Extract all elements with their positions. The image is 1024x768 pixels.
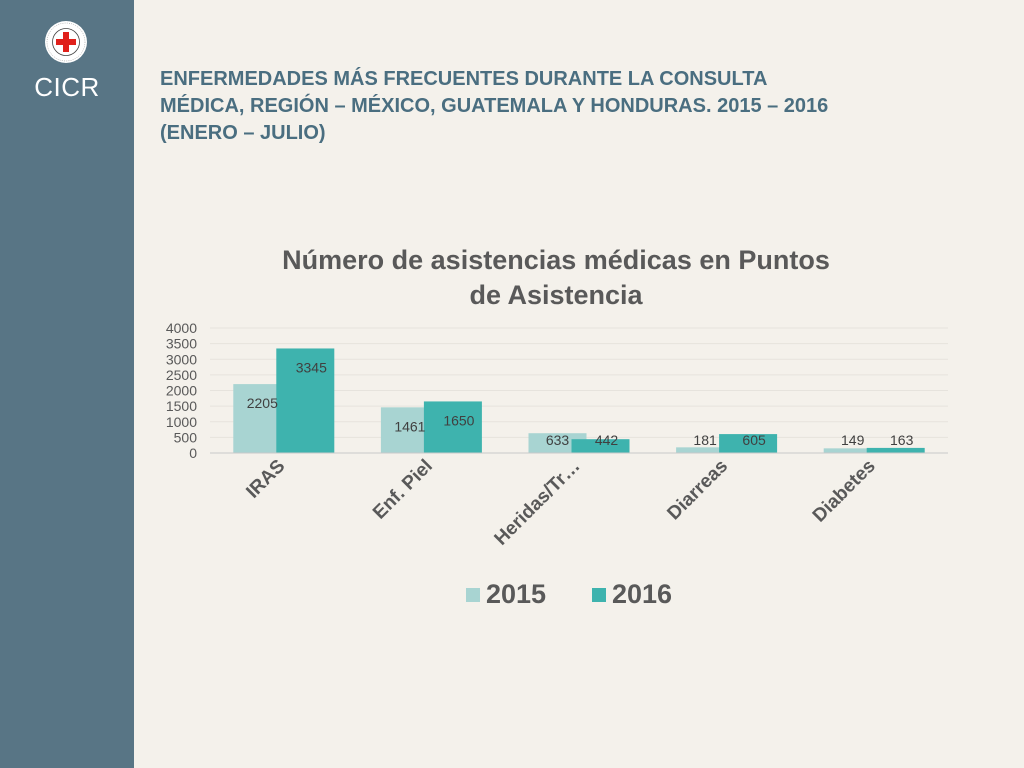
x-category-label: Heridas/Tr… — [491, 456, 585, 550]
data-label-2016: 163 — [890, 432, 914, 448]
bar-2016 — [866, 447, 925, 453]
y-tick-label: 1500 — [166, 398, 197, 414]
y-tick-label: 500 — [174, 429, 198, 445]
data-label-2015: 149 — [841, 432, 865, 448]
red-cross-logo-icon — [45, 21, 87, 63]
data-labels: 2205 3345 1461 1650 633 442 181 605 149 163 — [247, 359, 914, 448]
data-label-2016: 442 — [595, 432, 619, 448]
bar-2016 — [571, 439, 630, 453]
x-category-label: Enf. Piel — [369, 456, 437, 524]
y-tick-label: 4000 — [166, 320, 197, 336]
data-label-2016: 605 — [742, 432, 766, 448]
x-axis-category-labels: IRAS Enf. Piel Heridas/Tr… Diarreas Diabetes — [242, 456, 879, 550]
y-tick-label: 3000 — [166, 351, 197, 367]
x-category-label: Diabetes — [809, 456, 880, 527]
data-label-2016: 1650 — [443, 412, 474, 428]
legend: 2015 2016 — [466, 579, 672, 609]
y-tick-label: 0 — [189, 445, 197, 461]
legend-swatch-2015 — [466, 588, 480, 602]
x-category-label: IRAS — [242, 456, 289, 503]
y-tick-label: 2500 — [166, 367, 197, 383]
logo-text: CICR — [34, 72, 100, 102]
bar-2015 — [823, 448, 882, 453]
bar-2016 — [423, 401, 482, 453]
slide-title-line-1: ENFERMEDADES MÁS FRECUENTES DURANTE LA C… — [160, 68, 768, 90]
data-label-2016: 3345 — [296, 359, 327, 375]
x-category-label: Diarreas — [664, 456, 733, 525]
data-label-2015: 181 — [693, 432, 717, 448]
bar-2016 — [719, 434, 778, 453]
bars — [233, 348, 925, 453]
legend-swatch-2016 — [592, 588, 606, 602]
sidebar: CICR — [0, 0, 134, 768]
legend-label-2016: 2016 — [612, 579, 672, 609]
y-tick-label: 3500 — [166, 336, 197, 352]
bar-2016 — [276, 348, 335, 453]
chart-title-line-1: Número de asistencias médicas en Puntos — [282, 245, 830, 275]
y-tick-label: 1000 — [166, 414, 197, 430]
slide-title-line-2: MÉDICA, REGIÓN – MÉXICO, GUATEMALA Y HON… — [160, 95, 829, 117]
bar-2015 — [676, 447, 735, 453]
y-tick-label: 2000 — [166, 383, 197, 399]
chart-title-line-2: de Asistencia — [469, 280, 643, 310]
data-label-2015: 633 — [546, 432, 570, 448]
slide-title-line-3: (ENERO – JULIO) — [160, 122, 326, 144]
slide-title: ENFERMEDADES MÁS FRECUENTES DURANTE LA C… — [160, 66, 960, 147]
legend-label-2015: 2015 — [486, 579, 546, 609]
data-label-2015: 2205 — [247, 395, 278, 411]
data-label-2015: 1461 — [394, 418, 425, 434]
